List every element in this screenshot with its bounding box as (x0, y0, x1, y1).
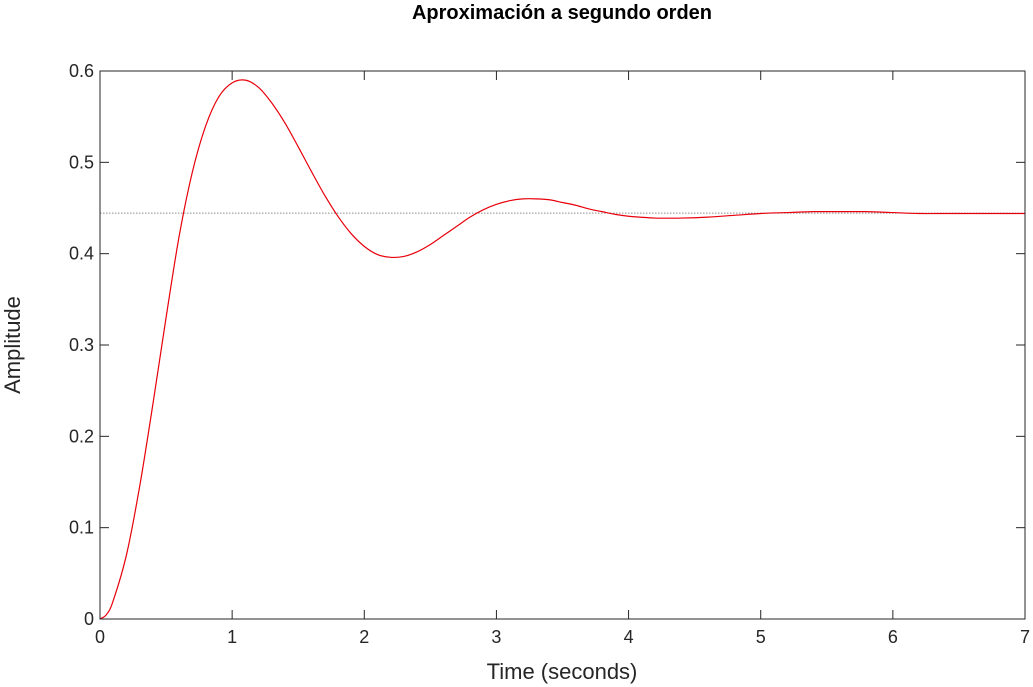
x-axis-label: Time (seconds) (487, 659, 638, 684)
y-tick-label: 0.1 (69, 518, 94, 538)
x-tick-label: 7 (1020, 627, 1030, 647)
x-tick-label: 1 (227, 627, 237, 647)
x-tick-label: 2 (359, 627, 369, 647)
y-tick-label: 0.3 (69, 335, 94, 355)
y-tick-label: 0.5 (69, 152, 94, 172)
y-tick-label: 0.6 (69, 61, 94, 81)
series-line-0 (99, 79, 1025, 620)
y-tick-label: 0.4 (69, 244, 94, 264)
x-tick-label: 4 (624, 627, 634, 647)
y-tick-label: 0.2 (69, 426, 94, 446)
x-tick-label: 0 (95, 627, 105, 647)
y-axis-label: Amplitude (0, 296, 25, 394)
x-tick-label: 6 (888, 627, 898, 647)
plot-area: 0 1 2 3 4 5 6 7 0 0.1 0.2 0.3 0.4 0.5 0.6 (69, 61, 1030, 647)
y-tick-label: 0 (84, 609, 94, 629)
chart-title: Aproximación a segundo orden (412, 2, 712, 24)
x-tick-label: 5 (756, 627, 766, 647)
x-tick-label: 3 (491, 627, 501, 647)
